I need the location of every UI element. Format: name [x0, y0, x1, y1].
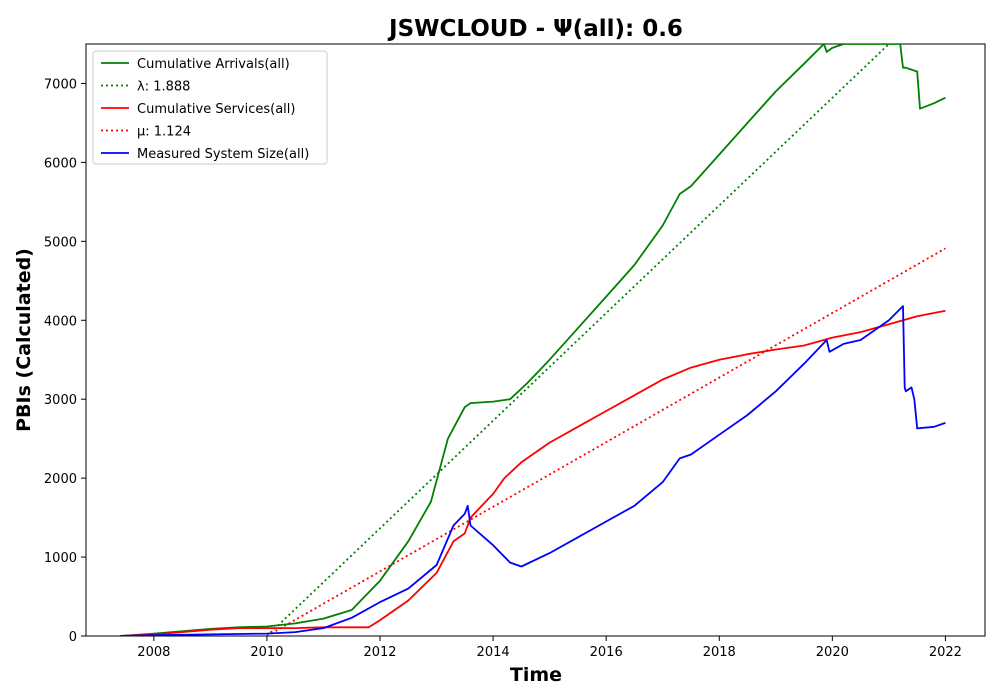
series-line-0: [119, 44, 946, 636]
y-tick-label-4: 4000: [44, 314, 77, 329]
series-line-3: [266, 247, 946, 636]
legend: Cumulative Arrivals(all) λ: 1.888 Cumulati…: [92, 50, 328, 165]
legend-label-3: μ: 1.124: [137, 125, 191, 140]
x-tick-label-5: 2018: [703, 645, 736, 660]
y-tick-label-5: 5000: [44, 235, 77, 250]
x-tick-label-0: 2008: [137, 645, 170, 660]
x-axis-label: Time: [510, 664, 562, 686]
series-line-2: [119, 309, 946, 636]
y-tick-label-2: 2000: [44, 472, 77, 487]
legend-label-2: Cumulative Services(all): [137, 102, 295, 117]
legend-label-1: λ: 1.888: [137, 80, 190, 95]
x-tick-label-4: 2016: [590, 645, 623, 660]
x-tick-label-7: 2022: [929, 645, 962, 660]
y-tick-label-6: 6000: [44, 156, 77, 171]
x-tick-label-3: 2014: [477, 645, 510, 660]
y-tick-label-7: 7000: [44, 77, 77, 92]
x-tick-label-2: 2012: [363, 645, 396, 660]
x-tick-label-6: 2020: [816, 645, 849, 660]
x-tick-label-1: 2010: [250, 645, 283, 660]
y-tick-label-3: 3000: [44, 393, 77, 408]
legend-label-4: Measured System Size(all): [137, 147, 309, 162]
legend-label-0: Cumulative Arrivals(all): [137, 57, 290, 72]
chart-title: JSWCLOUD - Ψ(all): 0.6: [387, 16, 683, 42]
series-line-1: [266, 44, 890, 636]
plot-frame: [85, 43, 986, 637]
series-line-4: [119, 305, 946, 636]
y-axis-label: PBIs (Calculated): [13, 248, 35, 432]
y-tick-label-0: 0: [69, 630, 77, 645]
legend-box: [92, 50, 328, 165]
y-tick-label-1: 1000: [44, 551, 77, 566]
